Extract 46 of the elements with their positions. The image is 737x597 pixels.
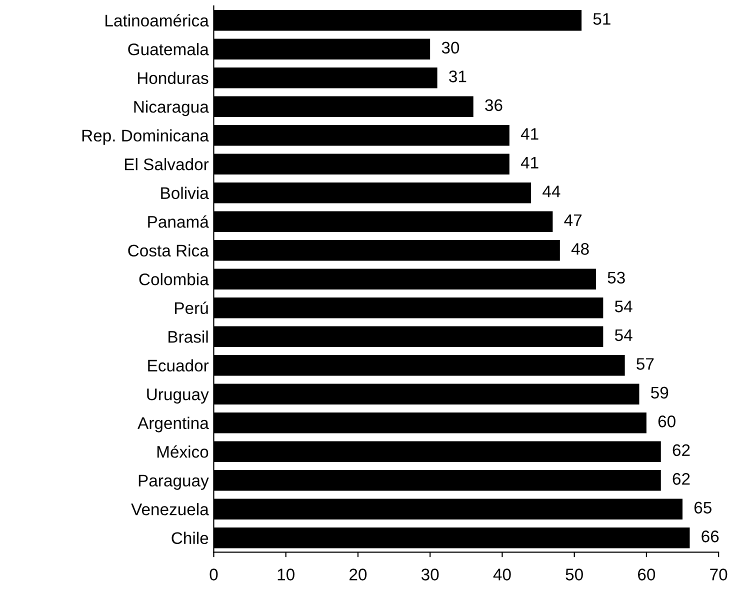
- x-tick-label: 0: [210, 568, 218, 580]
- data-label: 59: [651, 386, 668, 399]
- data-label: 48: [571, 243, 589, 255]
- data-label: 44: [542, 186, 560, 198]
- x-tick-label: 20: [350, 568, 367, 580]
- data-label: 36: [485, 99, 502, 112]
- data-label: 31: [449, 70, 466, 82]
- data-label: 62: [672, 473, 690, 485]
- data-label: 62: [672, 444, 690, 456]
- y-tick-label: Ecuador: [148, 359, 209, 372]
- x-tick-label: 50: [566, 568, 583, 580]
- y-tick-label: Argentina: [138, 416, 209, 432]
- y-tick-label: Paraguay: [138, 474, 209, 490]
- data-label: 30: [442, 42, 460, 54]
- y-tick-label: Costa Rica: [128, 244, 209, 257]
- y-tick-label: Venezuela: [131, 503, 209, 516]
- y-tick-label: Uruguay: [147, 388, 209, 404]
- data-label: 54: [614, 300, 632, 312]
- y-tick-label: Guatemala: [128, 43, 209, 56]
- x-tick-label: 60: [638, 568, 656, 580]
- data-label: 57: [636, 358, 654, 370]
- data-label: 60: [658, 416, 676, 428]
- y-tick-label: Brasil: [168, 330, 208, 343]
- y-tick-label: México: [157, 445, 208, 458]
- y-tick-label: Colombia: [139, 273, 209, 286]
- data-label: 66: [702, 530, 719, 542]
- data-label: 53: [608, 272, 625, 284]
- y-tick-label: Honduras: [138, 72, 208, 84]
- y-tick-label: Perú: [175, 302, 208, 314]
- x-tick-label: 70: [710, 568, 728, 580]
- y-tick-label: Bolivia: [161, 186, 209, 200]
- data-label: 65: [694, 502, 712, 514]
- data-label: 41: [520, 128, 538, 140]
- y-tick-label: El Salvador: [125, 158, 209, 170]
- y-tick-label: Rep. Dominicana: [82, 129, 209, 145]
- y-tick-label: Latinoamérica: [106, 14, 209, 27]
- y-tick-label: Nicaragua: [134, 100, 209, 116]
- x-tick-label: 10: [278, 568, 294, 580]
- data-label: 51: [593, 13, 610, 25]
- data-label: 47: [564, 214, 582, 226]
- y-tick-label: Panamá: [148, 215, 209, 228]
- data-label: 54: [614, 329, 632, 342]
- x-tick-label: 40: [493, 568, 511, 580]
- data-label: 41: [520, 156, 538, 168]
- x-tick-label: 30: [421, 568, 439, 580]
- y-tick-label: Chile: [172, 532, 208, 544]
